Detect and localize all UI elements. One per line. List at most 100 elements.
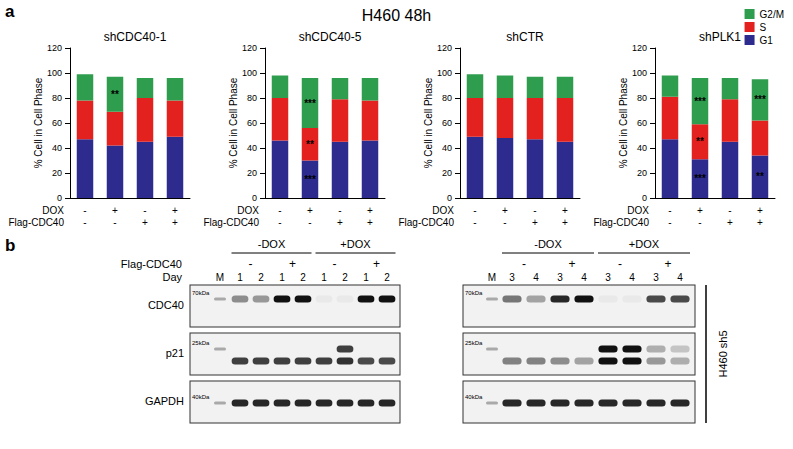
svg-text:-: - — [338, 205, 341, 216]
svg-text:***: *** — [304, 98, 316, 109]
svg-text:0: 0 — [447, 193, 452, 203]
svg-text:p21: p21 — [166, 347, 184, 359]
svg-text:+: + — [502, 205, 508, 216]
svg-text:+: + — [367, 205, 373, 216]
svg-text:4: 4 — [629, 272, 635, 283]
svg-text:+: + — [373, 257, 380, 271]
svg-text:S: S — [760, 22, 767, 33]
svg-text:shPLK1: shPLK1 — [699, 30, 741, 44]
svg-text:40: 40 — [52, 143, 62, 153]
svg-text:***: *** — [304, 174, 316, 185]
svg-text:-: - — [668, 217, 671, 228]
svg-text:3: 3 — [509, 272, 515, 283]
svg-text:H460 sh5: H460 sh5 — [717, 330, 729, 377]
svg-text:+: + — [307, 205, 313, 216]
svg-text:-: - — [308, 217, 311, 228]
svg-text:-: - — [473, 205, 476, 216]
svg-text:20: 20 — [52, 168, 62, 178]
svg-text:-: - — [143, 205, 146, 216]
svg-text:M: M — [488, 272, 496, 283]
svg-text:G2/M: G2/M — [760, 9, 784, 20]
svg-text:shCDC40-5: shCDC40-5 — [299, 30, 362, 44]
svg-text:-: - — [668, 205, 671, 216]
svg-text:+: + — [172, 205, 178, 216]
svg-text:***: *** — [754, 94, 766, 105]
svg-text:-: - — [83, 205, 86, 216]
svg-text:20: 20 — [637, 168, 647, 178]
svg-text:% Cell in Cell Phase: % Cell in Cell Phase — [423, 77, 434, 168]
svg-text:-: - — [249, 257, 253, 271]
svg-text:+: + — [697, 205, 703, 216]
svg-text:100: 100 — [437, 68, 452, 78]
svg-text:Day: Day — [162, 271, 182, 283]
svg-text:+: + — [172, 217, 178, 228]
svg-text:40: 40 — [442, 143, 452, 153]
svg-text:Flag-CDC40: Flag-CDC40 — [203, 217, 259, 228]
svg-text:80: 80 — [637, 93, 647, 103]
svg-text:2: 2 — [258, 272, 264, 283]
svg-text:120: 120 — [437, 43, 452, 53]
svg-text:+: + — [337, 217, 343, 228]
svg-text:+: + — [757, 205, 763, 216]
svg-text:+: + — [562, 205, 568, 216]
svg-text:-DOX: -DOX — [534, 238, 562, 250]
svg-text:-: - — [728, 205, 731, 216]
svg-text:+: + — [562, 217, 568, 228]
svg-text:-: - — [533, 205, 536, 216]
svg-text:DOX: DOX — [237, 205, 259, 216]
svg-text:-: - — [522, 257, 526, 271]
svg-text:**: ** — [111, 89, 119, 100]
svg-text:0: 0 — [57, 193, 62, 203]
svg-text:25kDa: 25kDa — [192, 340, 210, 346]
svg-text:**: ** — [306, 139, 314, 150]
svg-text:GAPDH: GAPDH — [145, 395, 184, 407]
svg-text:Flag-CDC40: Flag-CDC40 — [398, 217, 454, 228]
svg-text:25kDa: 25kDa — [465, 340, 483, 346]
svg-text:M: M — [216, 272, 224, 283]
svg-text:2: 2 — [300, 272, 306, 283]
svg-text:-: - — [698, 217, 701, 228]
svg-text:-DOX: -DOX — [258, 238, 286, 250]
svg-text:+: + — [757, 217, 763, 228]
svg-text:+DOX: +DOX — [340, 238, 371, 250]
svg-text:+: + — [568, 257, 575, 271]
svg-text:H460 48h: H460 48h — [362, 7, 431, 24]
svg-text:+DOX: +DOX — [629, 238, 660, 250]
svg-text:80: 80 — [442, 93, 452, 103]
svg-text:% Cell in Cell Phase: % Cell in Cell Phase — [228, 77, 239, 168]
svg-text:40kDa: 40kDa — [192, 394, 210, 400]
svg-text:80: 80 — [52, 93, 62, 103]
svg-text:20: 20 — [442, 168, 452, 178]
svg-text:4: 4 — [533, 272, 539, 283]
svg-text:1: 1 — [363, 272, 369, 283]
svg-text:4: 4 — [677, 272, 683, 283]
svg-text:20: 20 — [247, 168, 257, 178]
svg-text:60: 60 — [637, 118, 647, 128]
svg-text:-: - — [113, 217, 116, 228]
svg-text:CDC40: CDC40 — [148, 299, 184, 311]
svg-text:4: 4 — [581, 272, 587, 283]
svg-text:+: + — [532, 217, 538, 228]
svg-text:Flag-CDC40: Flag-CDC40 — [121, 258, 182, 270]
svg-text:shCDC40-1: shCDC40-1 — [104, 30, 167, 44]
svg-text:120: 120 — [47, 43, 62, 53]
svg-text:+: + — [367, 217, 373, 228]
svg-text:70kDa: 70kDa — [192, 290, 210, 296]
svg-text:40kDa: 40kDa — [465, 394, 483, 400]
svg-text:-: - — [473, 217, 476, 228]
svg-text:DOX: DOX — [627, 205, 649, 216]
svg-text:b: b — [5, 236, 15, 255]
svg-text:+: + — [112, 205, 118, 216]
svg-text:**: ** — [696, 136, 704, 147]
svg-text:-: - — [503, 217, 506, 228]
svg-text:0: 0 — [642, 193, 647, 203]
svg-text:**: ** — [756, 171, 764, 182]
svg-text:1: 1 — [321, 272, 327, 283]
svg-text:% Cell in Cell Phase: % Cell in Cell Phase — [33, 77, 44, 168]
svg-text:3: 3 — [605, 272, 611, 283]
svg-text:-: - — [278, 217, 281, 228]
svg-text:100: 100 — [632, 68, 647, 78]
svg-text:100: 100 — [242, 68, 257, 78]
svg-text:***: *** — [694, 173, 706, 184]
svg-text:80: 80 — [247, 93, 257, 103]
